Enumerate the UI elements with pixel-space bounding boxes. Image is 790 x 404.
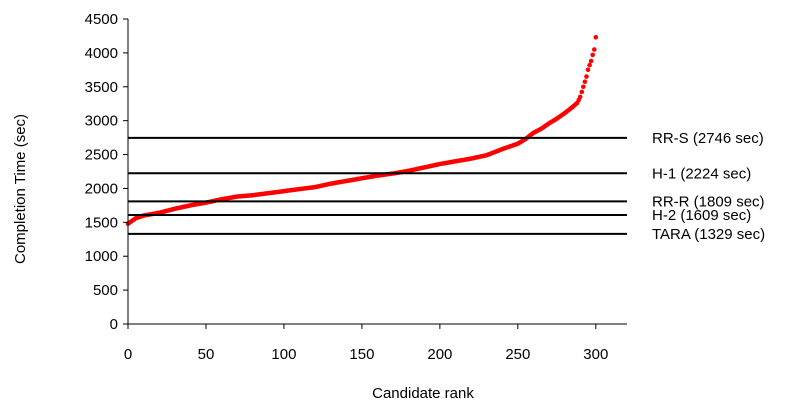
reference-labels: RR-S (2746 sec) H-1 (2224 sec) RR-R (1809 … <box>652 130 765 243</box>
tick-labels: 0 500 1000 1500 2000 2500 3000 3500 4000 4500 0 50 1… <box>85 11 609 363</box>
x-tick-label: 250 <box>505 346 530 363</box>
y-tick-label: 2500 <box>85 147 118 164</box>
data-point <box>590 52 595 58</box>
x-axis-title: Candidate rank <box>372 385 474 402</box>
y-tick-label: 0 <box>110 316 118 333</box>
y-tick-label: 4000 <box>85 45 118 62</box>
reference-line-label: H-2 (1609 sec) <box>652 207 751 224</box>
x-tick-label: 50 <box>198 346 215 363</box>
axes <box>123 18 627 329</box>
data-point <box>584 74 589 79</box>
reference-line-label: RR-S (2746 sec) <box>652 130 764 147</box>
x-tick-label: 100 <box>271 346 296 363</box>
data-point <box>581 84 586 90</box>
reference-line-label: H-1 (2224 sec) <box>652 165 751 182</box>
x-tick-label: 150 <box>349 346 374 363</box>
data-points <box>125 35 599 226</box>
reference-line-label: RR-R (1809 sec) <box>652 193 765 210</box>
data-point <box>579 89 585 95</box>
data-point <box>593 35 599 40</box>
reference-line-label: TARA (1329 sec) <box>652 226 765 243</box>
y-tick-label: 3500 <box>85 79 118 96</box>
data-point <box>592 47 597 52</box>
y-tick-label: 1000 <box>85 248 118 265</box>
x-tick-label: 0 <box>124 346 132 363</box>
y-tick-label: 3000 <box>85 113 118 130</box>
reference-lines <box>128 136 627 235</box>
data-point <box>587 62 592 68</box>
y-tick-label: 4500 <box>85 11 118 28</box>
y-tick-label: 2000 <box>85 180 118 197</box>
y-tick-label: 1500 <box>85 214 118 231</box>
data-point <box>582 79 588 84</box>
y-tick-label: 500 <box>93 282 118 299</box>
y-axis-title: Completion Time (sec) <box>12 114 29 264</box>
data-point <box>577 94 583 100</box>
data-point <box>585 67 591 73</box>
x-tick-label: 300 <box>583 346 608 363</box>
data-point <box>588 58 594 64</box>
x-tick-label: 200 <box>427 346 452 363</box>
